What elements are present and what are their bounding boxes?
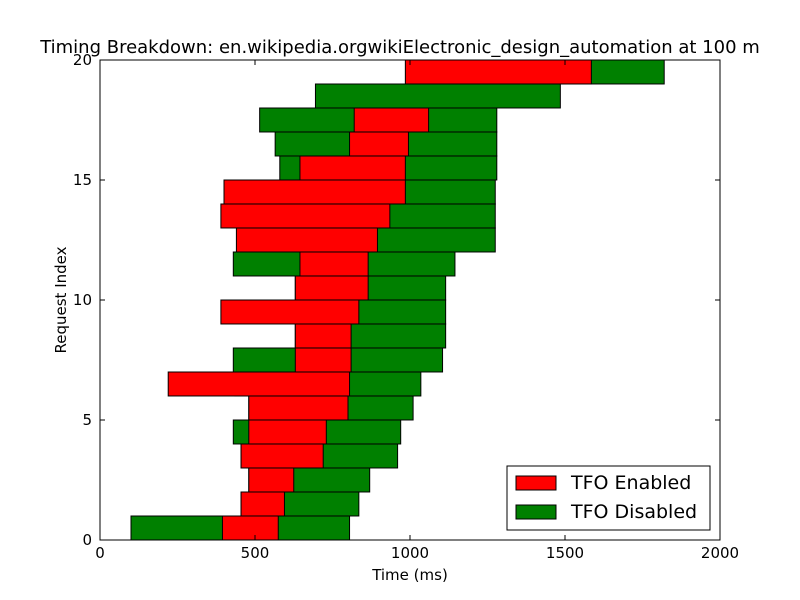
x-tick-label: 500	[241, 544, 270, 562]
x-tick-label: 1500	[546, 544, 584, 562]
x-tick-label: 0	[95, 544, 105, 562]
bar-tfo-enabled-12	[235, 227, 378, 253]
bar-tfo-enabled-8	[294, 323, 352, 349]
legend-label-tfo-enabled: TFO Enabled	[570, 472, 691, 494]
x-tick-label: 2000	[701, 544, 739, 562]
bars-layer	[130, 59, 665, 541]
y-tick-label: 5	[82, 411, 92, 429]
bar-tfo-enabled-0	[221, 515, 279, 541]
y-axis-label: Request Index	[52, 246, 70, 353]
bar-tfo-enabled-9	[220, 299, 360, 325]
legend: TFO Enabled TFO Disabled	[506, 465, 711, 531]
legend-swatch-tfo-disabled	[515, 504, 557, 520]
bar-tfo-enabled-6	[167, 371, 351, 397]
y-tick-label: 20	[73, 51, 92, 69]
bar-tfo-enabled-5	[248, 395, 349, 421]
bar-tfo-enabled-4	[248, 419, 327, 445]
bar-tfo-enabled-13	[220, 203, 391, 229]
bar-tfo-enabled-17	[353, 107, 430, 133]
bar-tfo-enabled-16	[349, 131, 409, 157]
bar-tfo-enabled-19	[404, 59, 592, 85]
x-axis-label: Time (ms)	[371, 566, 448, 584]
bar-tfo-enabled-3	[240, 443, 324, 469]
y-tick-label: 0	[82, 531, 92, 549]
x-tick-label: 1000	[391, 544, 429, 562]
bar-tfo-enabled-1	[240, 491, 285, 517]
bar-tfo-enabled-11	[299, 251, 369, 277]
bar-tfo-enabled-2	[248, 467, 295, 493]
bar-tfo-enabled-15	[299, 155, 406, 181]
chart-title: Timing Breakdown: en.wikipedia.orgwikiEl…	[39, 37, 760, 58]
axis-ticks: 0 500 1000 1500 2000 0 5 10 15 20	[73, 51, 739, 562]
y-tick-label: 15	[73, 171, 92, 189]
legend-swatch-tfo-enabled	[515, 475, 557, 491]
bar-tfo-disabled-18	[314, 83, 561, 109]
bar-tfo-enabled-14	[223, 179, 406, 205]
bar-tfo-enabled-10	[294, 275, 369, 301]
legend-label-tfo-disabled: TFO Disabled	[570, 501, 697, 523]
bar-tfo-enabled-7	[294, 347, 352, 373]
y-tick-label: 10	[73, 291, 92, 309]
